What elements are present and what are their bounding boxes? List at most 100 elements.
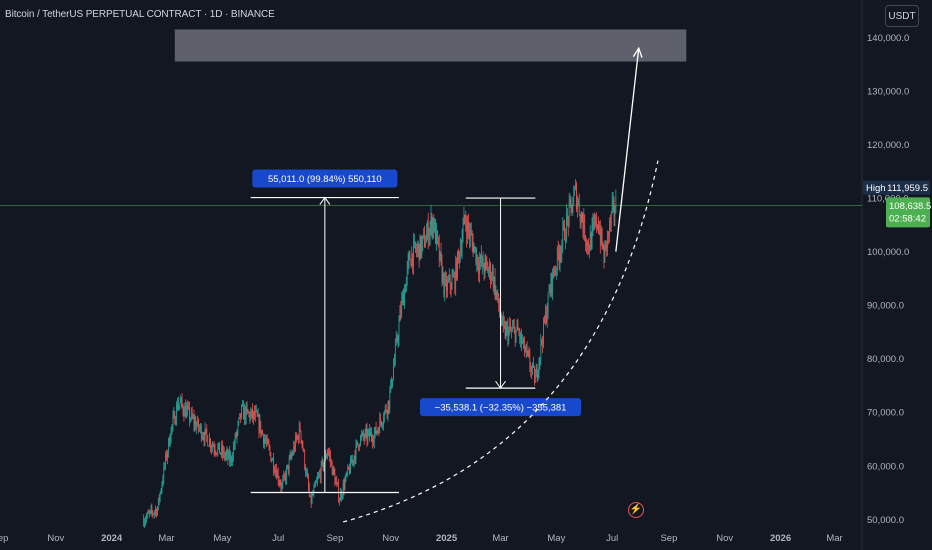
target-zone[interactable] [174, 29, 687, 62]
candle-body [229, 451, 230, 462]
candle [584, 214, 586, 242]
candle [427, 212, 429, 250]
x-tick-label: May [547, 533, 565, 544]
projection-arrow[interactable] [615, 48, 640, 252]
candle-body [275, 469, 276, 473]
candle [593, 214, 595, 232]
candle [388, 400, 390, 415]
candle-body [202, 436, 204, 438]
candle [587, 240, 588, 255]
candle [551, 272, 553, 298]
candle-body [589, 233, 591, 251]
candle-body [158, 498, 160, 500]
measure-tool-1[interactable]: 55,011.0 (99.84%) 550,110 [250, 169, 399, 494]
candle-body [169, 440, 171, 446]
candle-body [290, 455, 292, 457]
candle [516, 319, 518, 332]
candle [564, 219, 566, 241]
candle [323, 461, 325, 472]
candle [531, 365, 533, 380]
candle [591, 217, 593, 250]
currency-button[interactable]: USDT [885, 5, 919, 27]
candle [546, 302, 548, 328]
candle-body [365, 429, 367, 432]
candle [559, 244, 561, 272]
candle-body [147, 512, 149, 514]
candle [289, 449, 291, 461]
candle [586, 237, 587, 254]
candle [374, 426, 376, 439]
candle [580, 211, 582, 229]
candle-body [434, 221, 435, 232]
candle [345, 472, 347, 483]
candle-body [421, 242, 423, 254]
candle [599, 220, 601, 254]
candle-body [176, 404, 177, 421]
candle [250, 407, 252, 422]
candle-body [265, 441, 267, 443]
candle-body [385, 406, 387, 412]
candle-body [327, 451, 328, 456]
candle [361, 429, 362, 442]
candle-body [482, 256, 484, 268]
measure-label-box [419, 398, 582, 417]
candle-body [443, 272, 445, 294]
candle-body [507, 326, 509, 341]
flash-icon[interactable]: ⚡ [628, 502, 644, 518]
candle [311, 491, 313, 505]
candle [237, 420, 239, 436]
candle-body [582, 221, 584, 232]
candle [405, 276, 407, 292]
candle [224, 451, 226, 462]
candle-body [397, 338, 399, 341]
candle [450, 282, 452, 298]
symbol-title[interactable]: Bitcoin / TetherUS PERPETUAL CONTRACT · … [5, 9, 275, 20]
candle-body [214, 450, 216, 453]
candle-body [471, 234, 473, 242]
candle [597, 223, 598, 231]
candle [319, 467, 321, 484]
candle [399, 305, 401, 322]
candle [570, 196, 572, 216]
candle-body [438, 242, 440, 261]
candle [469, 222, 470, 249]
candle-body [524, 351, 526, 353]
candle-body [310, 496, 312, 503]
candle-body [460, 248, 462, 253]
candle [590, 231, 592, 251]
candle-body [270, 452, 272, 462]
candle [588, 244, 590, 259]
measure-tool-2[interactable]: −35,538.1 (−32.35%) −355,381 [419, 197, 582, 417]
candle [372, 435, 374, 447]
candle-body [197, 419, 198, 426]
candle-body [464, 214, 466, 219]
candle-body [321, 460, 323, 463]
candle-body [254, 411, 255, 417]
candle-body [578, 200, 579, 204]
candle [262, 429, 264, 435]
candle-body [541, 340, 543, 343]
candle [382, 422, 383, 430]
candle [467, 215, 469, 245]
candle-body [388, 400, 390, 409]
candle [396, 332, 398, 344]
candle [213, 441, 215, 457]
candle [430, 205, 432, 236]
candle-body [459, 248, 461, 260]
candle [472, 233, 474, 257]
candle [615, 189, 617, 214]
candle [560, 245, 562, 264]
candle [210, 444, 212, 455]
y-tick-label: 60,000.0 [867, 461, 904, 472]
candle [366, 422, 368, 448]
candle-body [512, 328, 513, 331]
candle [420, 235, 422, 259]
candle-body [458, 251, 459, 254]
candle [348, 466, 350, 470]
candle-body [242, 405, 243, 406]
candle-body [284, 474, 285, 476]
candle-body [198, 419, 199, 429]
candle-body [490, 263, 491, 281]
candle [161, 480, 163, 494]
